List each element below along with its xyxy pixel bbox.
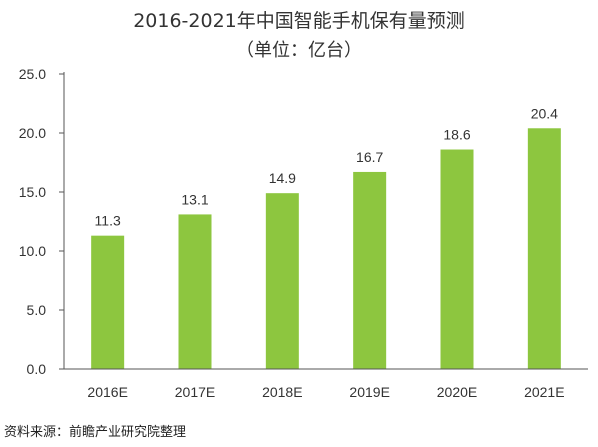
x-tick-label: 2016E bbox=[87, 384, 127, 400]
bars bbox=[91, 128, 561, 369]
y-tick-label: 15.0 bbox=[19, 184, 46, 200]
chart-title: 2016-2021年中国智能手机保有量预测 bbox=[133, 10, 465, 32]
y-tick-label: 5.0 bbox=[27, 302, 47, 318]
source-note: 资料来源：前瞻产业研究院整理 bbox=[4, 425, 187, 440]
data-label: 13.1 bbox=[181, 191, 208, 207]
y-tick-label: 10.0 bbox=[19, 243, 46, 259]
x-tick-label: 2021E bbox=[524, 384, 564, 400]
x-axis-labels: 2016E 2017E 2018E 2019E 2020E 2021E bbox=[87, 384, 564, 400]
x-tick-label: 2017E bbox=[175, 384, 215, 400]
bar-2020E bbox=[440, 149, 474, 369]
x-tick-label: 2020E bbox=[437, 384, 477, 400]
x-tick-label: 2018E bbox=[262, 384, 302, 400]
y-axis-ticks: 0.0 5.0 10.0 15.0 20.0 25.0 bbox=[19, 66, 64, 377]
bar-2021E bbox=[527, 128, 561, 369]
data-label: 18.6 bbox=[443, 127, 470, 143]
y-tick-label: 25.0 bbox=[19, 66, 46, 82]
data-label: 20.4 bbox=[531, 105, 558, 121]
bar-2018E bbox=[265, 193, 299, 369]
data-label: 14.9 bbox=[269, 170, 296, 186]
bar-2017E bbox=[178, 214, 212, 369]
chart-subtitle: （单位：亿台） bbox=[236, 40, 362, 61]
data-label: 16.7 bbox=[356, 149, 383, 165]
x-tick-label: 2019E bbox=[349, 384, 389, 400]
bar-2019E bbox=[353, 171, 387, 369]
data-labels: 11.3 13.1 14.9 16.7 18.6 20.4 bbox=[95, 105, 559, 228]
data-label: 11.3 bbox=[95, 213, 121, 229]
y-tick-label: 0.0 bbox=[27, 361, 47, 377]
y-tick-label: 20.0 bbox=[19, 125, 46, 141]
bar-2016E bbox=[91, 235, 125, 369]
